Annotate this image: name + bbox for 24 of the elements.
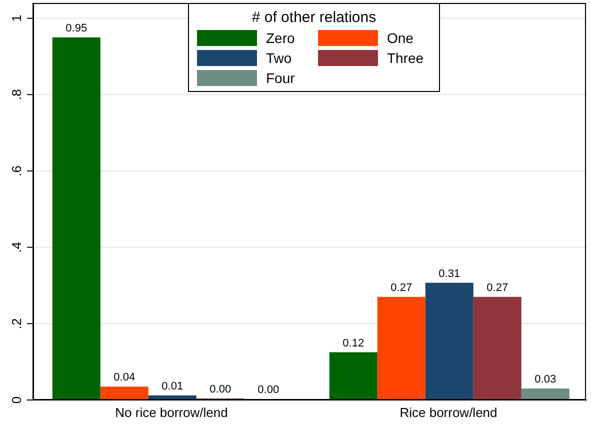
legend-label: Four	[266, 70, 295, 86]
data-label: 0.04	[114, 372, 136, 384]
x-tick-label: No rice borrow/lend	[115, 405, 228, 420]
y-tick-label: .2	[9, 318, 24, 330]
data-label: 0.01	[162, 380, 184, 392]
data-label: 0.00	[258, 384, 280, 396]
legend-label: One	[387, 30, 414, 46]
data-label: 0.12	[342, 337, 364, 350]
data-label: 0.27	[486, 282, 508, 294]
legend-label: Two	[266, 50, 292, 66]
legend-title: # of other relations	[250, 9, 378, 26]
data-label: 0.03	[534, 374, 556, 386]
legend-label: Zero	[266, 30, 295, 46]
x-tick-label: Rice borrow/lend	[400, 405, 498, 420]
y-tick-label: 0	[9, 396, 24, 404]
data-label: 0.31	[438, 268, 460, 280]
data-label: 0.00	[210, 383, 232, 396]
y-tick-label: .4	[9, 242, 24, 253]
legend-label: Three	[387, 50, 424, 66]
data-label: 0.27	[390, 282, 412, 294]
y-tick-label: .8	[9, 89, 24, 100]
y-tick-label: .6	[9, 166, 24, 176]
y-tick-label: 1	[9, 14, 24, 22]
data-label: 0.95	[66, 22, 88, 34]
